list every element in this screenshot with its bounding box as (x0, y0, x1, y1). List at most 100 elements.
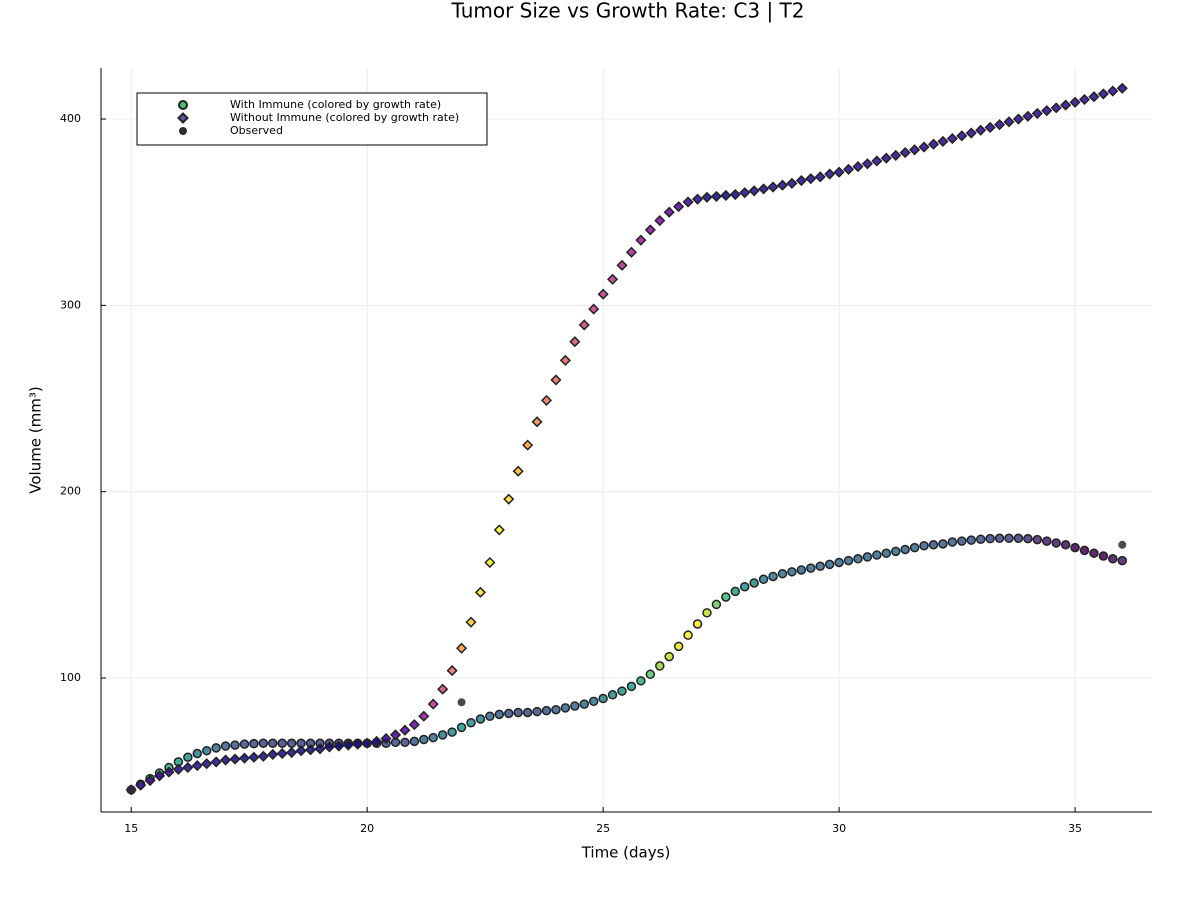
data-point (389, 729, 402, 741)
data-point (720, 189, 732, 202)
data-point (1097, 88, 1109, 100)
y-tick-label: 300 (60, 298, 81, 311)
legend-label: Without Immune (colored by growth rate) (230, 111, 459, 124)
data-point (805, 173, 817, 185)
data-point (409, 736, 420, 747)
data-point (239, 739, 250, 749)
data-point (455, 642, 468, 654)
data-point (918, 141, 930, 153)
data-point (418, 710, 430, 722)
x-tick-label: 15 (124, 822, 138, 835)
data-point (419, 734, 429, 745)
data-point (153, 770, 166, 782)
data-point (635, 234, 647, 246)
data-point (1004, 533, 1014, 544)
data-point (513, 707, 523, 718)
data-point (230, 740, 240, 750)
data-point (1051, 538, 1061, 548)
data-point (777, 568, 788, 579)
data-point (550, 374, 562, 386)
y-tick-label: 100 (60, 671, 81, 684)
legend-box (136, 92, 488, 146)
data-point (871, 155, 883, 167)
data-point (361, 737, 373, 749)
data-point (710, 190, 722, 202)
data-point (730, 586, 741, 597)
data-point (192, 748, 203, 759)
data-point (220, 741, 231, 751)
data-point (786, 177, 798, 189)
data-point (522, 707, 533, 718)
data-point (899, 147, 911, 159)
data-point (824, 559, 835, 570)
data-point (758, 574, 769, 585)
data-point (485, 711, 495, 721)
data-point (238, 752, 251, 764)
data-point (286, 747, 298, 759)
data-point (957, 536, 967, 546)
data-point (182, 761, 194, 774)
data-point (692, 619, 703, 629)
legend-marker (177, 112, 189, 124)
data-point (540, 394, 553, 406)
data-point (551, 704, 561, 715)
data-point (210, 756, 222, 768)
data-point (965, 127, 977, 139)
data-point (493, 524, 505, 536)
data-point (1107, 85, 1119, 97)
data-point (1041, 105, 1053, 117)
x-tick-label: 20 (360, 822, 374, 835)
data-point (881, 548, 892, 558)
data-point (541, 705, 552, 716)
data-point (503, 493, 515, 505)
data-point (380, 733, 392, 745)
data-point (504, 708, 514, 719)
data-point (919, 540, 929, 551)
data-point (890, 149, 902, 161)
data-point (927, 138, 940, 150)
data-point (617, 686, 627, 696)
data-point (975, 124, 987, 136)
data-point (258, 738, 269, 748)
data-point (994, 533, 1005, 544)
legend-label: With Immune (colored by growth rate) (230, 98, 441, 111)
data-point (758, 183, 770, 195)
data-point (475, 714, 486, 724)
data-point (201, 758, 213, 770)
chart-title: Tumor Size vs Growth Rate: C3 | T2 (451, 0, 805, 23)
legend-label: Observed (230, 124, 283, 137)
data-point (465, 616, 477, 628)
data-point (1108, 554, 1118, 564)
data-point (946, 133, 958, 145)
data-point (399, 724, 411, 736)
data-point (286, 738, 297, 748)
data-point (248, 751, 260, 763)
data-point (267, 748, 279, 760)
data-point (466, 717, 476, 728)
data-point (579, 699, 590, 709)
data-point (1031, 107, 1043, 120)
data-point (333, 740, 345, 752)
data-point (1032, 534, 1043, 545)
data-point (673, 641, 684, 652)
data-point (484, 556, 496, 569)
data-point (795, 174, 807, 187)
data-point (1003, 116, 1015, 128)
data-point (607, 273, 619, 285)
data-point (560, 703, 571, 713)
data-point (201, 745, 212, 756)
data-point (721, 592, 731, 602)
data-point (937, 135, 949, 147)
data-point (532, 706, 542, 717)
data-point (1012, 113, 1025, 125)
data-point (569, 336, 581, 348)
data-point (853, 554, 863, 564)
data-point (304, 744, 317, 756)
data-point (597, 288, 609, 300)
data-point (127, 785, 136, 794)
data-point (456, 722, 467, 733)
data-point (1060, 540, 1071, 550)
data-point (1118, 540, 1127, 549)
data-point (673, 201, 685, 213)
